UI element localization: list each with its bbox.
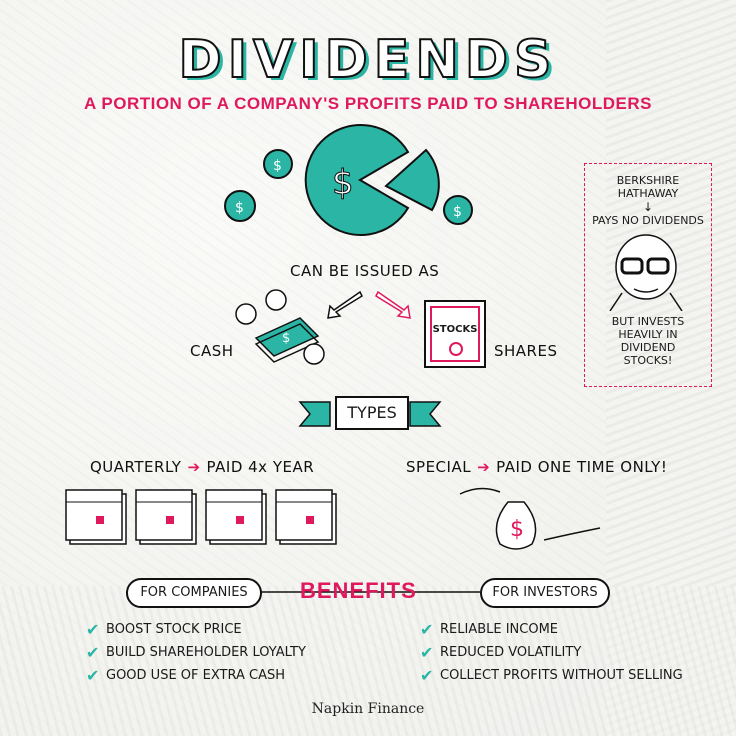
arrow-down-icon: ↓ — [642, 200, 654, 214]
investor-benefits-list: ✔ RELIABLE INCOME ✔ REDUCED VOLATILITY ✔ CO… — [420, 618, 683, 687]
cash-label: CASH — [190, 342, 234, 360]
types-banner: TYPES — [335, 396, 409, 430]
coin-icon — [443, 195, 473, 225]
benefits-connector — [260, 591, 480, 593]
company-name: BERKSHIRE HATHAWAY — [616, 174, 680, 200]
calendar-row — [65, 489, 337, 545]
investor-portrait-icon — [609, 234, 683, 311]
coin-icon — [263, 149, 293, 179]
dollar-sign-icon: $ — [332, 163, 354, 203]
coin-icon — [224, 190, 256, 222]
special-desc: PAID ONE TIME ONLY! — [496, 458, 668, 476]
check-icon: ✔ — [86, 666, 100, 685]
list-item: ✔ REDUCED VOLATILITY — [420, 643, 582, 662]
check-icon: ✔ — [86, 643, 100, 662]
brand-logo: Napkin Finance — [311, 701, 425, 717]
issued-heading: CAN BE ISSUED AS — [290, 262, 440, 280]
money-bag-icon: $ — [459, 487, 601, 550]
quarterly-row: QUARTERLY ➔ PAID 4x YEAR — [90, 458, 314, 476]
berkshire-callout: BERKSHIRE HATHAWAY ↓ PAYS NO DIVIDENDS B… — [584, 163, 712, 387]
special-row: SPECIAL ➔ PAID ONE TIME ONLY! — [406, 458, 667, 476]
quarterly-desc: PAID 4x YEAR — [206, 458, 315, 476]
special-label: SPECIAL — [406, 458, 472, 476]
check-icon: ✔ — [420, 620, 434, 639]
svg-text:$: $ — [235, 200, 244, 216]
types-ribbon-icon — [298, 401, 442, 427]
stock-certificate-icon: STOCKS — [424, 300, 486, 368]
quarterly-label: QUARTERLY — [90, 458, 182, 476]
svg-text:$: $ — [510, 517, 524, 542]
svg-text:$: $ — [453, 204, 462, 220]
calendar-icon — [275, 489, 337, 545]
check-icon: ✔ — [420, 666, 434, 685]
list-item: ✔ BUILD SHAREHOLDER LOYALTY — [86, 643, 306, 662]
cash-stack-icon: $ — [235, 289, 325, 365]
napkin-fold-bottom — [0, 586, 736, 736]
list-item: ✔ GOOD USE OF EXTRA CASH — [86, 666, 285, 685]
for-investors-pill: FOR INVESTORS — [480, 578, 610, 608]
calendar-icon — [65, 489, 127, 545]
profit-pie-icon: $ $ $ $ — [224, 124, 473, 236]
arrow-right-icon: ➔ — [477, 458, 491, 476]
dividend-fact: PAYS NO DIVIDENDS — [592, 214, 704, 227]
calendar-icon — [135, 489, 197, 545]
company-benefits-list: ✔ BOOST STOCK PRICE ✔ BUILD SHAREHOLDER LO… — [86, 618, 306, 687]
benefits-heading: BENEFITS — [300, 578, 417, 603]
check-icon: ✔ — [420, 643, 434, 662]
svg-text:$: $ — [282, 331, 290, 346]
check-icon: ✔ — [86, 620, 100, 639]
split-arrows-icon — [327, 290, 411, 319]
for-companies-pill: FOR COMPANIES — [126, 578, 262, 608]
arrow-right-icon: ➔ — [187, 458, 201, 476]
investment-note: BUT INVESTS HEAVILY IN DIVIDEND STOCKS! — [611, 315, 685, 367]
list-item: ✔ BOOST STOCK PRICE — [86, 620, 242, 639]
list-item: ✔ COLLECT PROFITS WITHOUT SELLING — [420, 666, 683, 685]
page-title: DIVIDENDS — [178, 29, 558, 91]
list-item: ✔ RELIABLE INCOME — [420, 620, 559, 639]
svg-text:$: $ — [273, 158, 282, 174]
calendar-icon — [205, 489, 267, 545]
shares-label: SHARES — [494, 342, 558, 360]
page-subtitle: A PORTION OF A COMPANY'S PROFITS PAID TO… — [84, 94, 652, 113]
